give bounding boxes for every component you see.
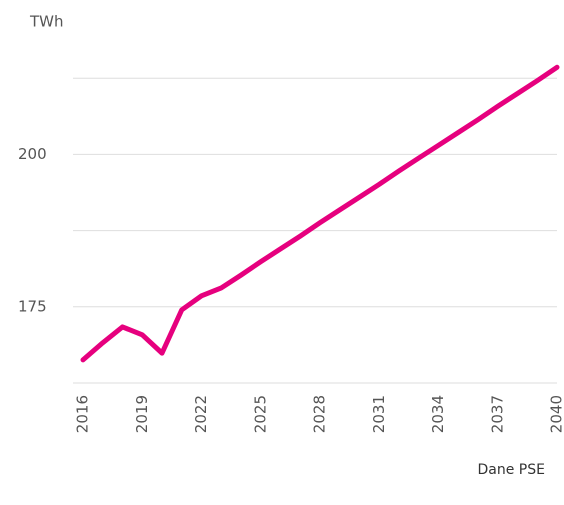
line-series: [80, 64, 560, 363]
x-tick-label: 2025: [251, 395, 269, 433]
x-tick-label: 2040: [548, 395, 564, 433]
x-tick-label: 2031: [370, 395, 388, 433]
y-tick-label: 175: [18, 297, 47, 315]
x-tick-label: 2019: [133, 395, 151, 433]
x-tick-label: 2016: [74, 395, 92, 433]
source: Dane PSE: [478, 462, 545, 478]
y-axis-label: TWh: [29, 13, 64, 31]
x-tick-label: 2028: [311, 395, 329, 433]
y-tick-label: 200: [18, 145, 47, 163]
x-tick-label: 2037: [488, 395, 506, 433]
x-tick-label: 2034: [429, 395, 447, 433]
x-tick-label: 2022: [192, 395, 210, 433]
